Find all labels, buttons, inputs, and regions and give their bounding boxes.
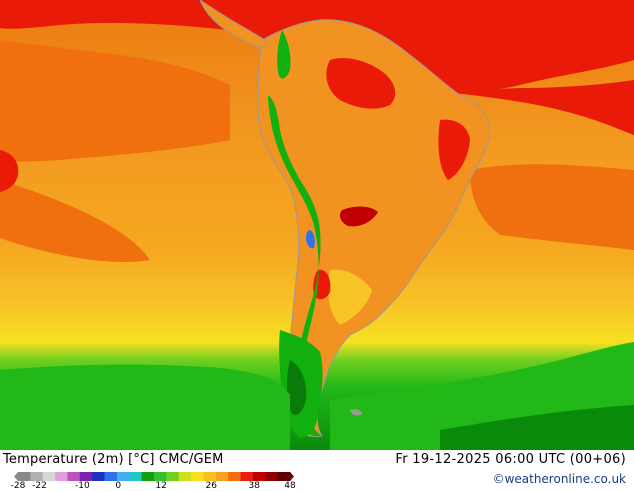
- legend-swatch: [240, 472, 254, 481]
- legend-swatch: [141, 472, 155, 481]
- legend-swatch: [30, 472, 44, 481]
- legend-swatch: [228, 472, 242, 481]
- hot-patch-west: [0, 150, 19, 192]
- legend-tick-label: -10: [75, 481, 90, 491]
- andes-cool-spine: [268, 95, 322, 437]
- model-run-time: Fr 19-12-2025 06:00 UTC (00+06): [395, 452, 626, 467]
- warm-patch-sw: [0, 180, 150, 262]
- legend-tick-label: 12: [155, 481, 167, 491]
- falklands: [350, 409, 362, 416]
- hot-interior-chaco: [340, 206, 378, 227]
- legend-swatch: [129, 472, 143, 481]
- legend-tick-label: -28: [10, 481, 26, 491]
- legend-tick-label: 26: [205, 481, 217, 491]
- lake-titicaca: [306, 230, 315, 249]
- legend-swatch: [178, 472, 192, 481]
- legend-swatch: [18, 472, 31, 481]
- southern-ocean-dark: [440, 405, 634, 450]
- warm-pampa: [328, 269, 372, 325]
- patagonia-dark: [287, 360, 307, 416]
- legend-swatch: [203, 472, 217, 481]
- legend-swatch: [154, 472, 167, 481]
- legend-tick-label: 38: [248, 481, 260, 491]
- legend-swatch: [79, 472, 93, 481]
- legend-swatch: [67, 472, 81, 481]
- hot-interior-north: [326, 58, 396, 109]
- warm-band-west: [0, 40, 230, 162]
- legend-arrow-min: [14, 472, 18, 481]
- hot-interior-east: [438, 119, 470, 180]
- legend-swatch: [55, 472, 68, 481]
- southern-ocean-green: [0, 364, 290, 450]
- legend-swatch: [277, 472, 291, 481]
- legend-arrow-max: [290, 472, 294, 481]
- map-footer: Temperature (2m) [°C] CMC/GEM Fr 19-12-2…: [0, 450, 634, 490]
- legend-swatch: [191, 472, 204, 481]
- warm-band-se: [470, 164, 634, 250]
- color-scale-legend: [14, 472, 294, 481]
- central-america-land: [199, 0, 269, 49]
- legend-swatch: [166, 472, 180, 481]
- temperature-map[interactable]: [0, 0, 634, 450]
- legend-tick-label: -22: [32, 481, 47, 491]
- legend-swatch: [265, 472, 279, 481]
- cool-highlands-north: [277, 30, 291, 79]
- temperature-map-canvas: [0, 0, 634, 450]
- map-title: Temperature (2m) [°C] CMC/GEM: [3, 452, 224, 467]
- hot-band-east: [430, 80, 634, 135]
- legend-tick-label: 0: [115, 481, 122, 491]
- source-credit-link[interactable]: ©weatheronline.co.uk: [492, 472, 626, 486]
- south-america-land: [257, 19, 491, 438]
- legend-swatch: [104, 472, 118, 481]
- legend-tick-label: 48: [284, 481, 296, 491]
- legend-swatch: [215, 472, 229, 481]
- legend-swatch: [92, 472, 106, 481]
- legend-swatch: [42, 472, 56, 481]
- legend-swatch: [252, 472, 266, 481]
- legend-swatch: [116, 472, 130, 481]
